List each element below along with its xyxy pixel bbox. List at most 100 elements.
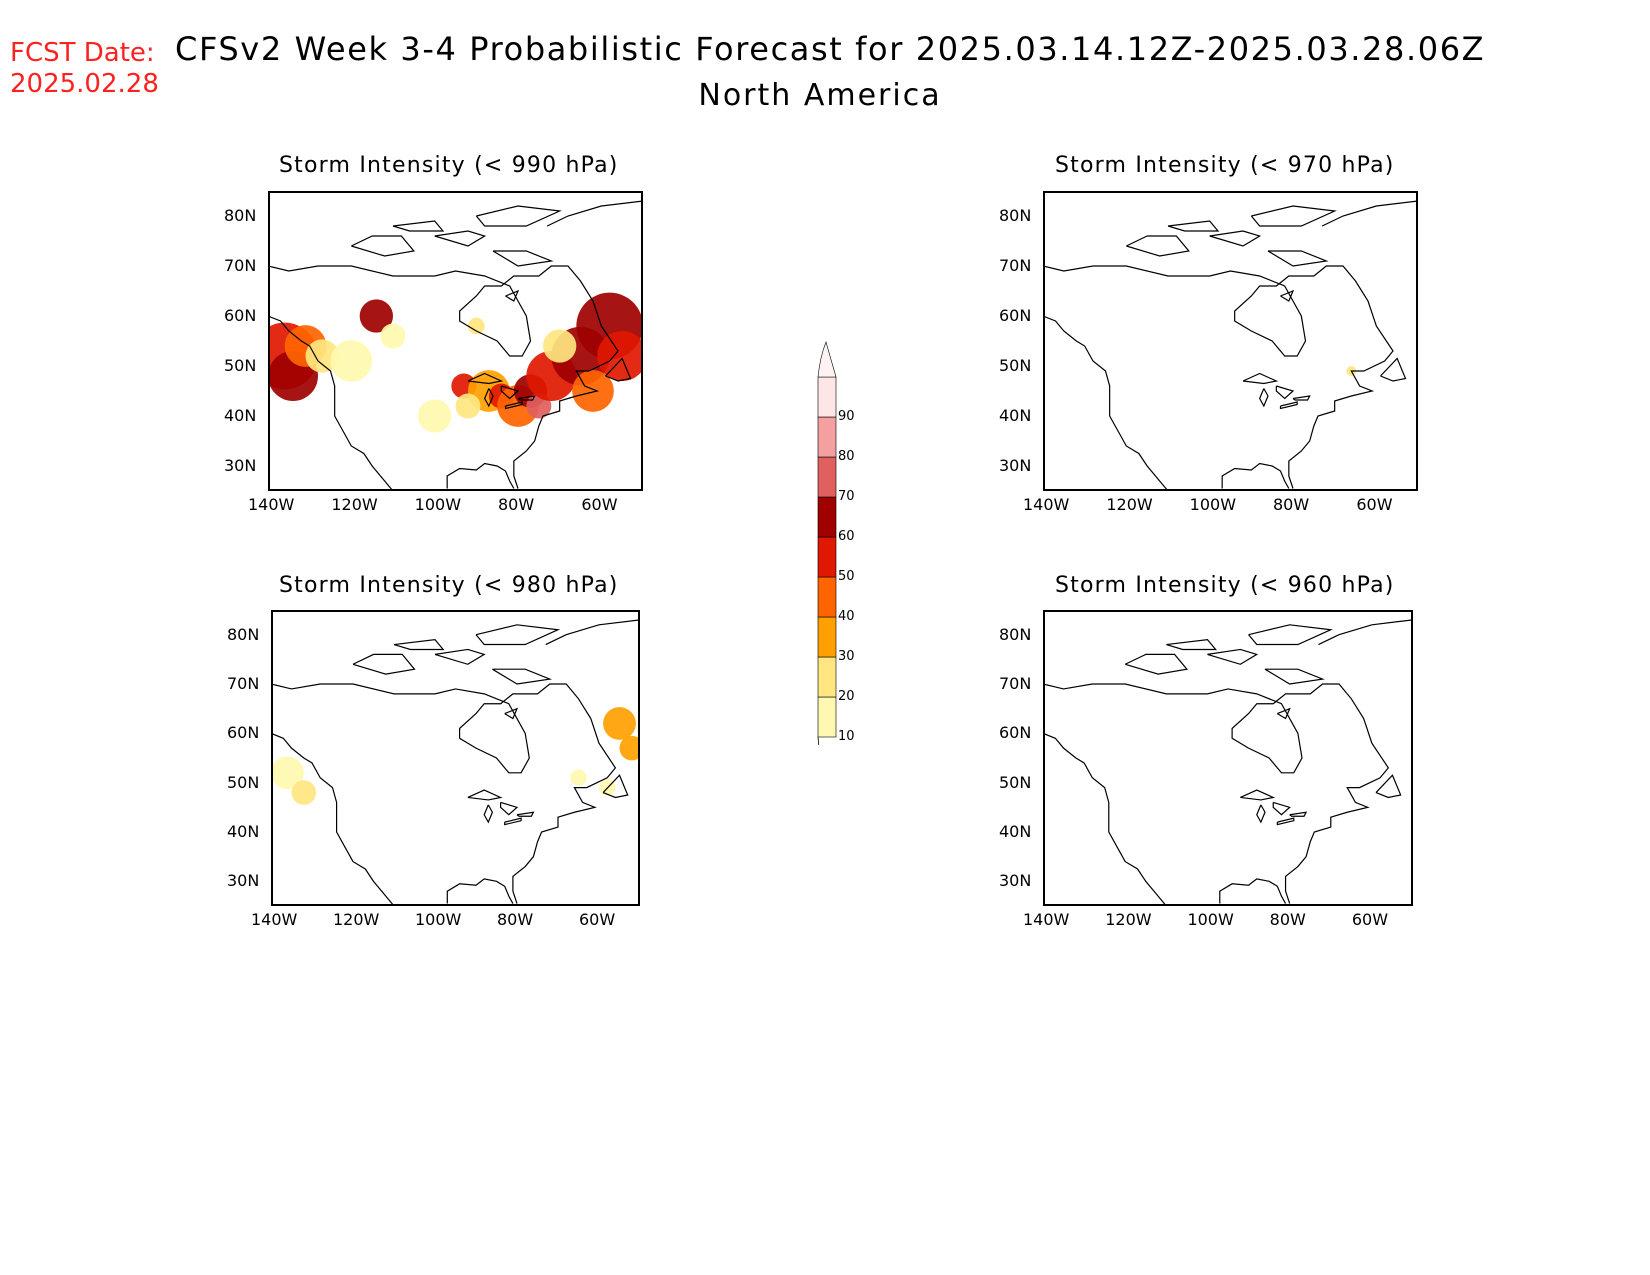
coastline [352, 653, 416, 675]
lon-tick-label: 140W [248, 495, 295, 514]
colorbar-label: 50 [838, 569, 855, 584]
panel-960-title: Storm Intensity (< 960 hPa) [1055, 573, 1395, 598]
coastline [492, 250, 554, 267]
coastline [504, 401, 523, 410]
lat-tick-label: 60N [224, 306, 257, 325]
coastline [1167, 220, 1220, 232]
map-canvas [271, 619, 640, 906]
map-frame [268, 191, 643, 491]
probability-patch [619, 735, 640, 761]
lat-tick-label: 70N [999, 674, 1032, 693]
coastline [1166, 638, 1217, 651]
coastline [1209, 230, 1262, 247]
lon-tick-label: 60W [1351, 910, 1389, 929]
lat-tick-label: 40N [227, 822, 260, 841]
lon-tick-label: 120W [1105, 910, 1152, 929]
probability-patch [271, 756, 304, 790]
lon-tick-label: 80W [497, 910, 534, 929]
coastline [1276, 817, 1295, 826]
probability-patch [543, 329, 577, 363]
lon-tick-label: 140W [1023, 910, 1070, 929]
coastline [446, 462, 515, 489]
coastline [546, 200, 643, 316]
coastline [1279, 401, 1298, 410]
lon-tick-label: 60W [579, 910, 616, 929]
colorbar-bottom-cap [817, 736, 820, 745]
coastline [1043, 683, 1390, 904]
coastline [268, 315, 394, 491]
colorbar-label: 20 [838, 689, 855, 704]
probability-patch [418, 399, 452, 433]
colorbar-swatch [817, 456, 837, 498]
coastline [505, 289, 520, 302]
coastline [393, 638, 445, 651]
lat-tick-label: 40N [999, 406, 1032, 425]
coastline [605, 357, 632, 382]
coastline [1275, 385, 1295, 400]
coastline [1250, 205, 1337, 227]
lon-tick-label: 120W [331, 495, 378, 514]
colorbar-swatch [817, 656, 837, 698]
coastline [1043, 732, 1167, 906]
coastline [475, 205, 562, 227]
lat-tick-label: 50N [999, 772, 1032, 792]
coastline [1219, 878, 1287, 904]
lon-tick-label: 80W [1273, 495, 1310, 514]
coastline [1248, 624, 1333, 646]
lon-tick-label: 140W [1023, 495, 1070, 514]
lat-tick-label: 60N [999, 723, 1032, 743]
coastline [1240, 789, 1276, 801]
coastline [1124, 653, 1189, 675]
coastline [1380, 357, 1407, 382]
lat-tick-label: 60N [227, 723, 260, 743]
coastline [1280, 289, 1295, 302]
colorbar-label: 80 [838, 449, 855, 464]
coastline [467, 372, 504, 385]
probability-patch [468, 317, 485, 335]
lon-tick-label: 60W [1356, 495, 1393, 514]
lat-tick-label: 40N [999, 822, 1032, 841]
lat-tick-label: 80N [999, 624, 1032, 644]
coastline [434, 230, 487, 247]
coastline [504, 817, 522, 826]
lon-tick-label: 80W [1269, 910, 1306, 929]
lat-tick-label: 80N [224, 206, 257, 225]
coastline [1043, 315, 1169, 491]
coastline [484, 388, 494, 408]
probability-patch [359, 299, 393, 333]
coastline [271, 732, 395, 906]
coastline [1272, 801, 1291, 816]
coastline [1318, 619, 1413, 734]
probability-patch [597, 331, 643, 381]
lat-tick-label: 30N [227, 871, 260, 891]
lat-tick-label: 50N [227, 772, 260, 792]
colorbar-swatch [817, 376, 837, 418]
map-canvas [1043, 619, 1413, 906]
lon-tick-label: 140W [251, 910, 298, 929]
colorbar-label: 60 [838, 529, 855, 544]
lat-tick-label: 30N [999, 871, 1032, 891]
fcst-label: FCST Date: [10, 38, 155, 68]
fcst-date-value: 2025.02.28 [10, 69, 159, 99]
coastline [392, 220, 445, 232]
coastline [1259, 388, 1269, 408]
colorbar [817, 341, 837, 745]
lat-tick-label: 70N [227, 674, 260, 693]
probability-patch [305, 339, 339, 373]
colorbar-label: 40 [838, 609, 855, 624]
coastline [1289, 811, 1308, 817]
lat-tick-label: 60N [999, 306, 1032, 325]
lat-tick-label: 30N [224, 456, 257, 475]
coastline [483, 804, 494, 824]
colorbar-label: 70 [838, 489, 855, 504]
lat-tick-label: 70N [224, 256, 257, 275]
coastline [271, 683, 617, 904]
lon-tick-label: 60W [581, 495, 618, 514]
page-subtitle: North America [698, 78, 942, 113]
lon-tick-label: 120W [333, 910, 380, 929]
coastline [1321, 200, 1418, 316]
coastline [545, 619, 640, 734]
coastline [1242, 372, 1279, 385]
probability-patch [603, 707, 636, 740]
coastline [516, 811, 535, 817]
